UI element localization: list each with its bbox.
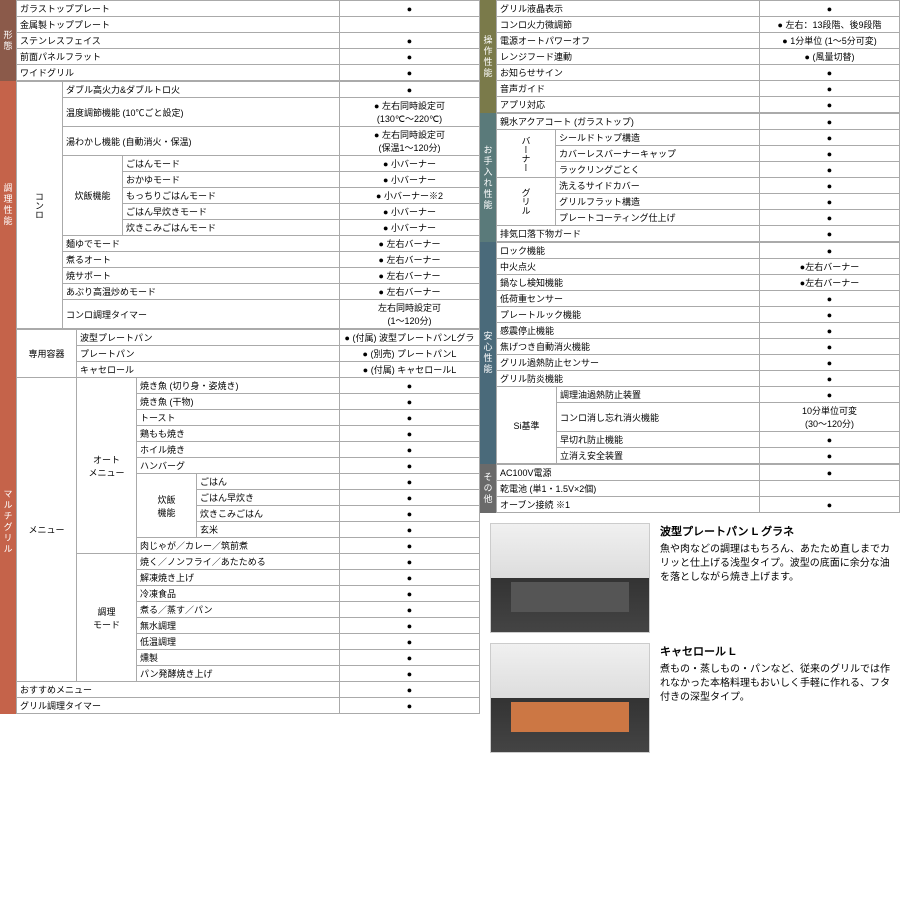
- tab-safety: 安心性能: [480, 242, 496, 464]
- product-desc: 煮もの・蒸しもの・パンなど、従来のグリルでは作れなかった本格料理もおいしく手軽に…: [660, 663, 890, 705]
- section-operation: 操作性能 グリル液晶表示●コンロ火力微調節● 左右：13段階、後9段階電源オート…: [480, 0, 900, 113]
- section-safety: 安心性能 ロック機能●中火点火●左右バーナー鍋なし検知機能●左右バーナー低荷重セ…: [480, 242, 900, 464]
- product-desc: 魚や肉などの調理はもちろん、あたため直しまでカリッと仕上げる浅型タイプ。波型の底…: [660, 543, 890, 585]
- tab-other: その他: [480, 464, 496, 513]
- product-info: 波型プレートパン L グラネ 魚や肉などの調理はもちろん、あたため直しまでカリッ…: [480, 513, 900, 763]
- section-cooking: 調理性能 コンロダブル高火力&ダブルトロ火●温度調節機能 (10℃ごと設定)● …: [0, 81, 480, 329]
- tab-operation: 操作性能: [480, 0, 496, 113]
- tab-cooking: 調理性能: [0, 81, 16, 329]
- right-column: 操作性能 グリル液晶表示●コンロ火力微調節● 左右：13段階、後9段階電源オート…: [480, 0, 900, 763]
- product-plate-pan: 波型プレートパン L グラネ 魚や肉などの調理はもちろん、あたため直しまでカリッ…: [490, 523, 890, 633]
- product-title: キャセロール L: [660, 643, 890, 659]
- section-form: 形態 ガラストッププレート●金属製トッププレートステンレスフェイス●前面パネルフ…: [0, 0, 480, 81]
- section-multigrill: マルチグリル 専用容器波型プレートパン● (付属) 波型プレートパンLグラプレー…: [0, 329, 480, 714]
- section-maintenance: お手入れ性能 親水アクアコート (ガラストップ)●バーナーシールドトップ構造●カ…: [480, 113, 900, 242]
- spec-sheet: 形態 ガラストッププレート●金属製トッププレートステンレスフェイス●前面パネルフ…: [0, 0, 900, 763]
- product-image: [490, 643, 650, 753]
- tab-multigrill: マルチグリル: [0, 329, 16, 714]
- left-column: 形態 ガラストッププレート●金属製トッププレートステンレスフェイス●前面パネルフ…: [0, 0, 480, 763]
- product-image: [490, 523, 650, 633]
- product-title: 波型プレートパン L グラネ: [660, 523, 890, 539]
- section-other: その他 AC100V電源●乾電池 (単1・1.5V×2個)オーブン接続 ※1●: [480, 464, 900, 513]
- tab-form: 形態: [0, 0, 16, 81]
- tab-maintenance: お手入れ性能: [480, 113, 496, 242]
- product-casserole: キャセロール L 煮もの・蒸しもの・パンなど、従来のグリルでは作れなかった本格料…: [490, 643, 890, 753]
